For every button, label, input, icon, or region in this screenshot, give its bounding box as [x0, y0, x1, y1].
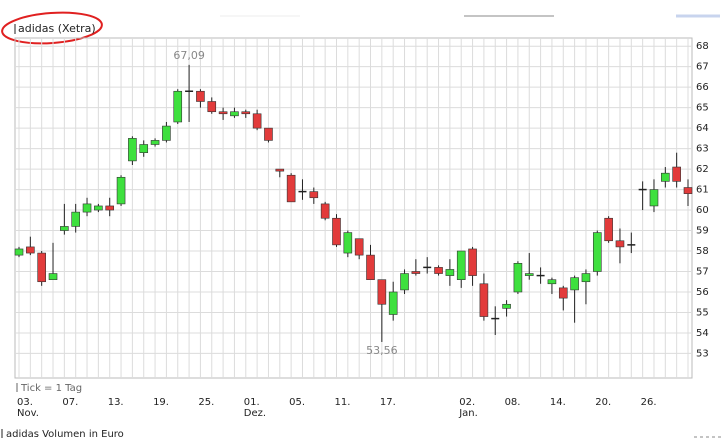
candle-body [547, 279, 557, 285]
x-tick-label: 07. [62, 397, 78, 408]
candle-body [672, 166, 681, 182]
x-tick-label: 14. [550, 397, 566, 408]
candle-body [48, 273, 58, 280]
candle-body [524, 273, 534, 276]
candle-body [105, 205, 115, 211]
candle-body [411, 271, 421, 274]
y-tick-label: 58 [696, 246, 709, 257]
candle-body [434, 267, 443, 274]
candle-body [230, 111, 239, 117]
y-tick-label: 62 [696, 164, 709, 175]
y-tick-label: 65 [696, 103, 709, 114]
candle-body [332, 217, 341, 246]
x-tick-label: 01. [244, 397, 260, 408]
candle-body [366, 254, 375, 280]
candle-body [479, 283, 489, 317]
candle-body [354, 238, 364, 256]
x-tick-label: 19. [153, 397, 169, 408]
x-tick-sublabel: Jan. [458, 408, 478, 419]
candle-body [581, 273, 591, 283]
candle-body [683, 187, 693, 194]
candle-body [252, 113, 262, 129]
candle-body [592, 232, 602, 272]
y-tick-label: 66 [696, 82, 709, 93]
candle-body [502, 303, 511, 309]
y-tick-label: 54 [696, 328, 709, 339]
candle-body [456, 250, 466, 280]
candle-body [445, 269, 455, 276]
x-tick-label: 03. [17, 397, 33, 408]
x-tick-label: 26. [641, 397, 657, 408]
candle-body [377, 279, 387, 305]
x-tick-label: 25. [198, 397, 214, 408]
candle-body [26, 246, 35, 254]
y-tick-label: 60 [696, 205, 709, 216]
extreme-label: 67,09 [173, 49, 205, 62]
y-tick-label: 68 [696, 41, 709, 52]
candle-body [71, 211, 80, 227]
extreme-label: 53,56 [366, 344, 398, 357]
candle-body [150, 140, 160, 145]
y-tick-label: 59 [696, 226, 709, 237]
candle-body [37, 252, 46, 283]
candle-body [82, 203, 92, 213]
x-tick-label: 17. [380, 397, 396, 408]
y-tick-label: 63 [696, 144, 709, 155]
candle-body [570, 277, 579, 291]
candle-body [649, 189, 659, 207]
volume-title: adidas Volumen in Euro [6, 429, 124, 440]
candle-body [241, 111, 251, 115]
candle-body [286, 174, 296, 203]
candle-body [264, 127, 273, 141]
x-tick-label: 08. [505, 397, 521, 408]
candle-body [558, 287, 568, 299]
candle-body [400, 273, 409, 291]
x-tick-sublabel: Nov. [17, 408, 39, 419]
candle-body [116, 176, 126, 205]
y-tick-label: 57 [696, 266, 709, 277]
x-tick-label: 05. [289, 397, 305, 408]
x-tick-label: 13. [108, 397, 124, 408]
y-tick-label: 53 [696, 348, 709, 359]
y-tick-label: 55 [696, 307, 709, 318]
candle-body [468, 248, 477, 276]
plot-frame [14, 37, 693, 379]
y-tick-label: 56 [696, 287, 709, 298]
candle-body [513, 263, 523, 293]
candle-body [128, 138, 137, 162]
chart-title: adidas (Xetra) [18, 22, 96, 35]
y-tick-label: 61 [696, 185, 709, 196]
candle-body [275, 168, 285, 172]
candle-body [388, 291, 398, 315]
candle-body [343, 232, 353, 254]
candle-body [615, 240, 625, 248]
candle-body [94, 205, 103, 211]
candle-body [173, 90, 183, 123]
candle-body [60, 226, 69, 231]
x-tick-sublabel: Dez. [244, 408, 266, 419]
candle-body [162, 125, 171, 141]
candle-body [218, 111, 228, 115]
candle-body [309, 191, 319, 199]
candle-body [207, 101, 217, 113]
x-tick-label: 20. [595, 397, 611, 408]
x-tick-label: 11. [334, 397, 350, 408]
candle-body [139, 144, 149, 153]
tick-note: Tick = 1 Tag [20, 383, 82, 394]
y-tick-label: 64 [696, 123, 709, 134]
y-tick-label: 67 [696, 62, 709, 73]
candle-body [196, 90, 205, 102]
x-tick-label: 02. [459, 397, 475, 408]
candle-body [661, 172, 670, 182]
candle-body [320, 203, 330, 219]
candle-body [604, 217, 613, 242]
candle-body [14, 248, 24, 256]
